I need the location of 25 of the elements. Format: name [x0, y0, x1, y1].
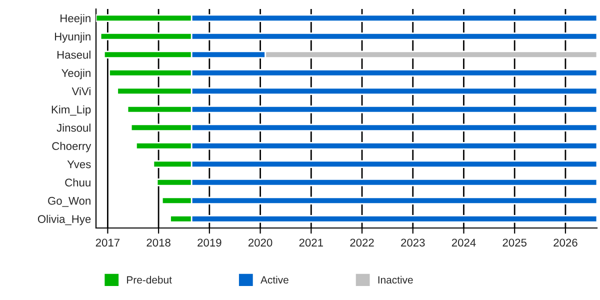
- x-tick-label: 2026: [554, 238, 578, 247]
- y-tick-label: Hyunjin: [54, 32, 90, 43]
- legend-label: Active: [260, 276, 288, 284]
- x-tick-label: 2019: [198, 238, 222, 247]
- x-tick-label: 2020: [248, 238, 272, 247]
- y-tick-label: Choerry: [52, 142, 92, 152]
- legend-label: Pre-debut: [127, 276, 172, 284]
- y-tick-label: Heejin: [60, 14, 90, 24]
- y-tick-label: Yeojin: [62, 68, 90, 80]
- x-tick-label: 2017: [96, 238, 120, 247]
- y-tick-label: Olivia_Hye: [38, 214, 91, 226]
- x-tick-label: 2025: [502, 238, 526, 247]
- x-tick-label: 2024: [452, 238, 476, 247]
- y-tick-label: Yves: [67, 160, 91, 168]
- x-tick-label: 2018: [146, 238, 170, 247]
- x-tick-label: 2023: [401, 238, 425, 247]
- y-tick-label: Jinsoul: [56, 124, 90, 132]
- y-tick-label: Kim_Lip: [52, 105, 91, 116]
- y-tick-label: Haseul: [57, 50, 90, 59]
- x-tick-label: 2021: [299, 238, 323, 247]
- y-tick-label: ViVi: [72, 87, 90, 96]
- y-tick-label: Chuu: [65, 178, 90, 187]
- y-tick-label: Go_Won: [48, 196, 90, 207]
- legend-label: Inactive: [378, 276, 413, 284]
- x-tick-label: 2022: [350, 238, 374, 247]
